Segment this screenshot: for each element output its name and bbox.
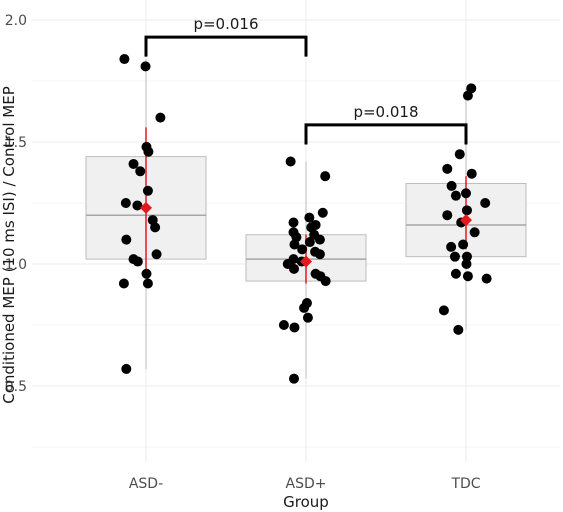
data-point — [461, 205, 472, 216]
data-point — [450, 268, 461, 279]
data-point — [317, 207, 328, 218]
y-axis-tick-labels: 0.5 1.0 1.5 2.0 — [5, 13, 27, 395]
data-point — [151, 249, 162, 260]
y-tick-label: 0.5 — [5, 379, 27, 395]
data-point — [320, 171, 331, 182]
data-point — [481, 273, 492, 284]
data-point — [302, 312, 313, 323]
significance-brackets: p=0.016 p=0.018 — [144, 15, 468, 145]
data-point — [438, 305, 449, 316]
data-point — [289, 322, 300, 333]
data-point — [289, 239, 300, 250]
p-value-label: p=0.018 — [353, 103, 418, 121]
data-point — [462, 90, 473, 101]
data-point — [299, 302, 310, 313]
y-axis-title: Conditioned MEP (10 ms ISI) / Control ME… — [0, 86, 18, 404]
x-tick-label: ASD- — [129, 476, 163, 492]
data-point — [442, 210, 453, 221]
data-point — [155, 112, 166, 123]
p-value-label: p=0.016 — [193, 15, 258, 33]
mean-marker — [460, 214, 472, 227]
y-tick-label: 1.5 — [5, 135, 27, 151]
data-point — [140, 61, 151, 72]
data-point — [142, 278, 153, 289]
x-axis-tick-labels: ASD- ASD+ TDC — [129, 476, 481, 492]
data-point — [128, 158, 139, 169]
data-point — [121, 234, 132, 245]
data-point — [461, 251, 472, 262]
data-point — [458, 239, 469, 250]
mean-marker — [300, 255, 312, 268]
box-asd — [245, 161, 367, 379]
data-point — [461, 259, 472, 269]
data-point — [314, 249, 325, 260]
data-point — [132, 200, 143, 211]
x-axis-title: Group — [283, 493, 329, 511]
data-point — [453, 324, 464, 335]
data-point — [150, 222, 161, 233]
bracket-line — [144, 35, 308, 57]
y-tick-label: 1.0 — [5, 257, 27, 273]
data-point — [297, 244, 308, 255]
bracket-line — [304, 123, 468, 145]
data-point — [462, 271, 473, 282]
data-point — [304, 212, 315, 223]
data-point — [119, 54, 130, 65]
data-point — [141, 268, 152, 279]
data-point — [461, 188, 471, 199]
data-point — [289, 263, 299, 274]
data-point — [446, 241, 457, 252]
data-point — [142, 185, 153, 196]
x-tick-label: TDC — [450, 476, 480, 492]
data-point — [304, 237, 315, 248]
mean-marker — [140, 201, 152, 214]
box-asd — [85, 59, 207, 369]
data-point — [442, 163, 453, 174]
data-point — [143, 146, 154, 157]
data-point — [135, 166, 146, 177]
data-point — [450, 190, 461, 201]
data-point — [446, 180, 457, 191]
data-point — [288, 217, 299, 228]
data-point — [320, 276, 331, 287]
x-tick-label: ASD+ — [286, 476, 327, 492]
data-point — [314, 234, 325, 245]
data-point — [121, 363, 132, 374]
data-point — [118, 278, 129, 289]
data-point — [285, 156, 296, 167]
data-point — [466, 168, 477, 179]
data-point — [480, 198, 491, 208]
data-point — [454, 149, 465, 160]
data-point — [289, 373, 299, 384]
significance-bracket: p=0.018 — [304, 103, 468, 145]
data-point — [449, 251, 460, 262]
data-points — [118, 54, 492, 384]
mean-markers — [140, 201, 472, 268]
data-point — [278, 320, 289, 330]
data-point — [120, 198, 131, 208]
data-point — [469, 227, 480, 238]
data-point — [132, 256, 143, 267]
significance-bracket: p=0.016 — [144, 15, 308, 57]
y-tick-label: 2.0 — [5, 13, 27, 29]
